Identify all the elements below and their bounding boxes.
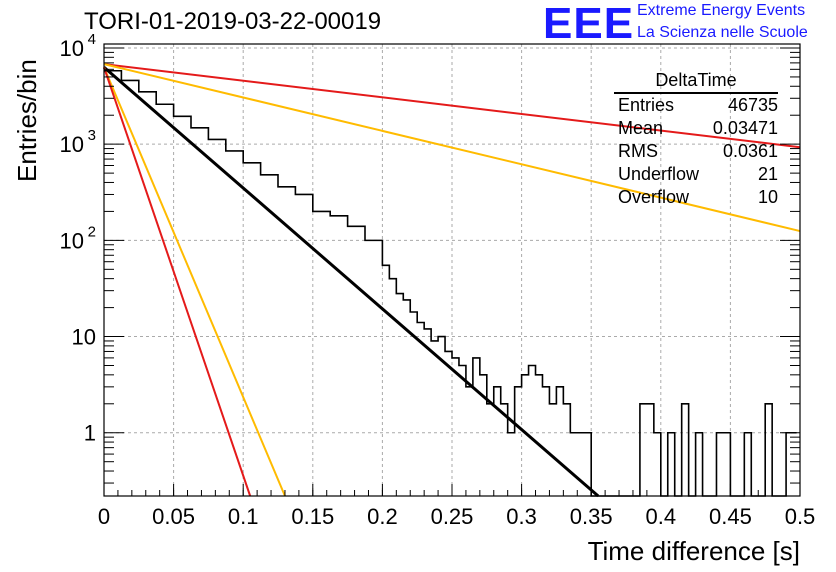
y-tick-label: 10 xyxy=(60,132,84,157)
histogram-outline xyxy=(104,69,797,497)
x-tick-label: 0.3 xyxy=(506,504,537,529)
fit-curves xyxy=(103,63,801,498)
y-tick-label: 10 xyxy=(60,228,84,253)
x-axis-label: Time difference [s] xyxy=(587,536,800,566)
y-tick-label: 10 xyxy=(60,36,84,61)
stats-value: 10 xyxy=(757,187,778,207)
stats-row-entries: Entries 46735 xyxy=(610,94,778,117)
x-tick-label: 0.4 xyxy=(646,504,677,529)
stats-label: Overflow xyxy=(618,187,690,207)
stats-box: DeltaTime Entries 46735 Mean 0.03471 RMS… xyxy=(610,70,778,209)
grid-lines xyxy=(104,44,800,496)
y-tick-label: 10 xyxy=(72,325,96,350)
x-tick-label: 0.35 xyxy=(570,504,613,529)
fit-curve xyxy=(103,63,801,233)
x-tick-label: 0.05 xyxy=(152,504,195,529)
stats-row-mean: Mean 0.03471 xyxy=(610,117,778,140)
stats-row-overflow: Overflow 10 xyxy=(610,186,778,209)
histogram xyxy=(104,69,797,497)
y-tick-exponent: 4 xyxy=(88,31,96,48)
x-tick-label: 0.15 xyxy=(291,504,334,529)
x-tick-label: 0.45 xyxy=(709,504,752,529)
stats-row-underflow: Underflow 21 xyxy=(610,163,778,186)
y-tick-exponent: 3 xyxy=(88,127,96,144)
stats-label: Mean xyxy=(618,118,664,138)
stats-value: 0.0361 xyxy=(722,141,778,161)
stats-value: 0.03471 xyxy=(712,118,778,138)
x-tick-label: 0.25 xyxy=(431,504,474,529)
stats-value: 46735 xyxy=(727,95,778,115)
x-tick-label: 0.1 xyxy=(228,504,259,529)
stats-row-rms: RMS 0.0361 xyxy=(610,140,778,163)
axis-ticks: 0 0.05 0.1 0.15 0.2 0.25 0.3 0.35 0.4 0.45 0.5 1 10 1… xyxy=(60,31,816,529)
y-axis-label: Entries/bin xyxy=(12,59,42,182)
eee-logo: EEE xyxy=(543,0,635,48)
fit-curve xyxy=(103,66,252,497)
stats-label: RMS xyxy=(618,141,658,161)
stats-name: DeltaTime xyxy=(614,70,778,94)
stats-value: 21 xyxy=(757,164,778,184)
logo-tagline-1: Extreme Energy Events xyxy=(637,2,806,19)
x-tick-label: 0.2 xyxy=(367,504,398,529)
fit-curve xyxy=(103,66,286,497)
x-tick-label: 0.5 xyxy=(785,504,816,529)
fit-curve xyxy=(103,66,600,498)
stats-label: Entries xyxy=(618,95,675,115)
y-tick-label: 1 xyxy=(84,421,96,446)
chart-title: TORI-01-2019-03-22-00019 xyxy=(84,8,382,35)
y-tick-exponent: 2 xyxy=(88,223,96,240)
x-tick-label: 0 xyxy=(98,504,110,529)
fit-curve xyxy=(103,63,801,149)
stats-label: Underflow xyxy=(618,164,700,184)
logo-tagline-2: La Scienza nelle Scuole xyxy=(637,24,808,41)
